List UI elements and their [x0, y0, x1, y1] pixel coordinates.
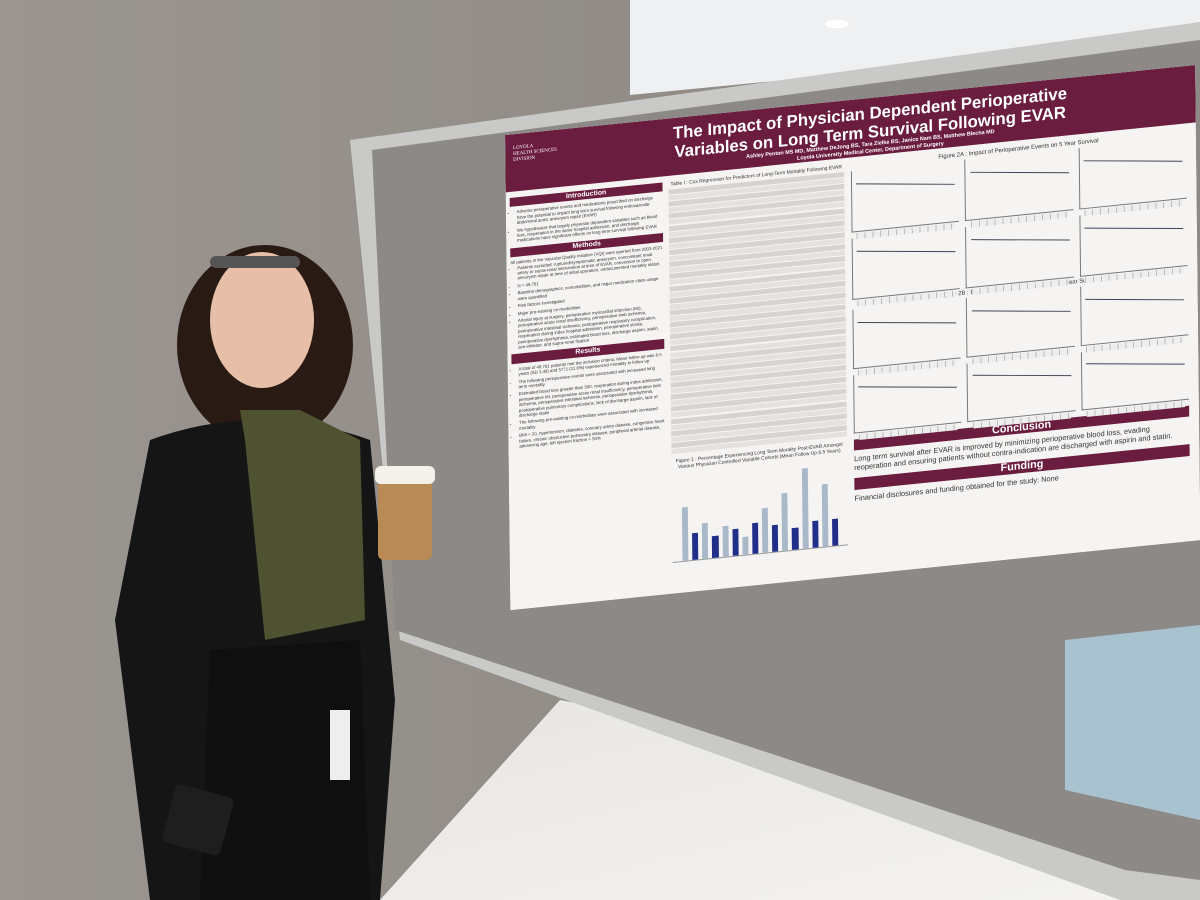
bar-shape [811, 520, 819, 548]
survival-plot [850, 160, 960, 240]
poster-content: LOYOLA HEALTH SCIENCES DIVISION The Impa… [505, 65, 1200, 610]
survival-curve [1083, 160, 1183, 175]
bar-shape [752, 522, 759, 554]
bullet-list: A total of 49,761 patients met the inclu… [512, 352, 666, 450]
bar-shape [792, 526, 799, 550]
blouse [240, 410, 365, 640]
survival-plot [964, 148, 1074, 228]
bar-shape [712, 535, 719, 558]
poster: LOYOLA HEALTH SCIENCES DIVISION The Impa… [505, 65, 1200, 611]
table [668, 171, 847, 457]
poster-group: LOYOLA HEALTH SCIENCES DIVISION The Impa… [505, 65, 1200, 610]
bar-shape [732, 528, 739, 556]
bar-shape [831, 518, 839, 546]
survival-plot [1079, 204, 1188, 284]
sunglasses [210, 256, 300, 268]
logo: LOYOLA HEALTH SCIENCES DIVISION [513, 142, 557, 164]
bar-shape [781, 492, 789, 551]
cup-lid [375, 466, 435, 484]
survival-plot [851, 227, 961, 307]
bar-shape [761, 507, 769, 553]
trousers [200, 640, 370, 900]
survival-curve [1085, 363, 1185, 377]
right-column: Figure 2A : Impact of Perioperative Even… [850, 127, 1190, 503]
left-column: Introduction Adverse perioperative event… [509, 179, 666, 452]
bar-shape [821, 483, 829, 547]
survival-curve [971, 310, 1071, 323]
bullet-list: Patients excluded: ruptured/symptomatic … [510, 250, 664, 350]
middle-column: Table I : Cox Regression for Predictors … [668, 162, 849, 564]
bar-shape [801, 468, 809, 549]
person [115, 245, 435, 900]
survival-curve [1085, 298, 1184, 312]
badge [330, 710, 350, 780]
survival-curve [1084, 227, 1184, 242]
survival-curve [972, 374, 1071, 388]
survival-plot [966, 352, 1076, 429]
coffee-cup [378, 470, 432, 560]
survival-curve [856, 183, 955, 198]
survival-plot [966, 287, 1075, 364]
survival-plot [1080, 340, 1190, 417]
survival-plot [852, 298, 961, 376]
survival-plot [965, 216, 1074, 295]
bar-shape [702, 522, 709, 559]
survival-curve [857, 321, 957, 335]
bar-shape [772, 524, 779, 552]
survival-curve [858, 386, 958, 400]
ceiling [630, 0, 1200, 95]
survival-plot [1078, 137, 1187, 216]
bar-shape [681, 506, 689, 562]
ceiling-light [825, 20, 849, 28]
bar-shape [722, 525, 729, 557]
survival-plot [1079, 275, 1189, 353]
survival-curve [857, 250, 956, 265]
blue-sheet [1065, 625, 1200, 820]
phone [162, 784, 234, 856]
face [210, 252, 314, 388]
bar-shape [742, 536, 749, 555]
bar-shape [692, 532, 699, 561]
survival-curve [970, 172, 1069, 186]
survival-curve [970, 239, 1070, 253]
survival-plot [853, 363, 962, 441]
bar-figure [671, 455, 849, 564]
